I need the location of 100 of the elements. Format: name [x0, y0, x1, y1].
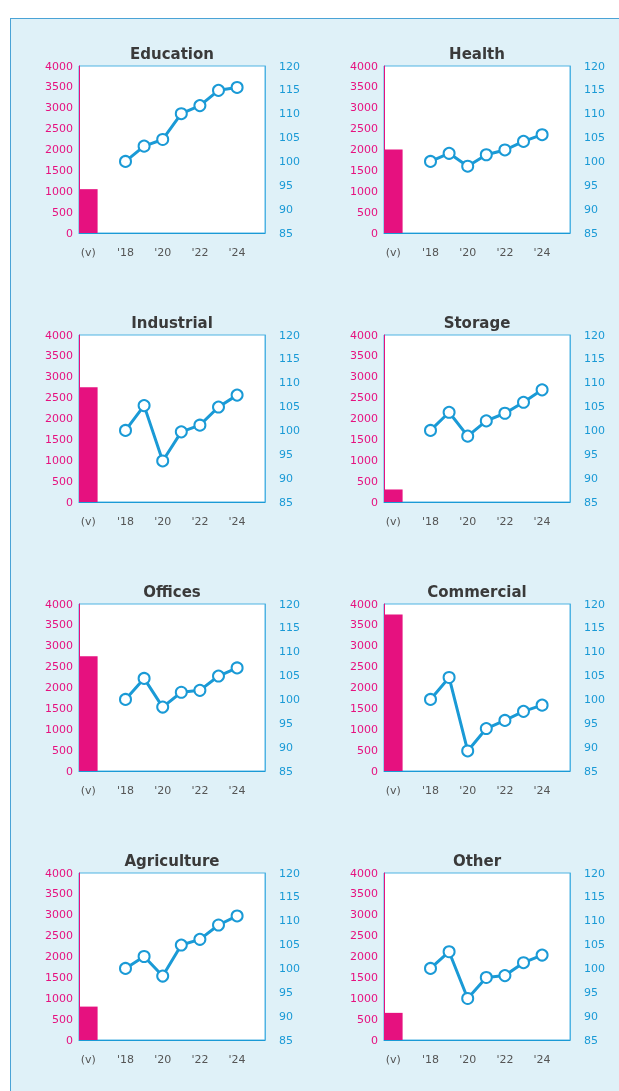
y2-tick-label: 85 — [279, 1033, 293, 1047]
y-tick-label: 1000 — [45, 453, 73, 467]
y-tick-label: 500 — [357, 205, 378, 219]
y2-tick-label: 95 — [584, 178, 598, 192]
x-tick-label: '22 — [191, 515, 209, 528]
point — [119, 154, 132, 168]
chart-title: Agriculture — [124, 851, 220, 870]
point — [156, 132, 170, 146]
x-tick-label: (v) — [80, 515, 96, 528]
y2-tick-label: 95 — [279, 985, 293, 999]
y-tick-label: 1500 — [45, 432, 73, 446]
y-tick-label: 500 — [357, 743, 378, 757]
y-tick-label: 3500 — [350, 80, 378, 94]
y2-tick-label: 90 — [279, 471, 293, 485]
x-tick-label: (v) — [385, 515, 401, 528]
y2-tick-label: 100 — [279, 154, 300, 168]
point — [424, 423, 437, 437]
point — [535, 128, 549, 142]
point — [156, 700, 170, 714]
y-tick-label: 500 — [52, 474, 73, 488]
y-tick-label: 4000 — [45, 866, 73, 880]
y2-tick-label: 100 — [584, 423, 605, 437]
y2-tick-label: 85 — [584, 226, 598, 240]
y2-tick-label: 85 — [584, 1033, 598, 1047]
y-tick-label: 4000 — [350, 59, 378, 73]
y-tick-label: 2000 — [350, 412, 378, 425]
y2-tick-label: 110 — [279, 914, 300, 928]
y-tick-label: 1000 — [45, 184, 73, 198]
y2-tick-label: 115 — [279, 83, 300, 97]
point — [230, 80, 244, 94]
y-tick-label: 500 — [52, 205, 73, 219]
point — [424, 692, 437, 706]
point — [535, 948, 549, 962]
x-tick-label: '24 — [228, 515, 246, 528]
y2-tick-label: 120 — [279, 597, 300, 611]
y2-tick-label: 90 — [584, 1009, 598, 1023]
x-tick-label: '24 — [228, 246, 246, 259]
y2-tick-label: 120 — [584, 597, 605, 611]
y-tick-label: 1000 — [45, 991, 73, 1005]
y2-tick-label: 120 — [279, 866, 300, 880]
y2-tick-label: 105 — [279, 669, 300, 683]
x-tick-label: '18 — [116, 784, 135, 797]
y-tick-label: 4000 — [350, 328, 378, 342]
y2-tick-label: 95 — [279, 716, 293, 730]
point — [498, 969, 512, 983]
chart-title: Other — [452, 851, 502, 870]
x-tick-label: '18 — [421, 1053, 440, 1066]
point — [535, 383, 549, 397]
x-tick-label: '24 — [533, 515, 551, 528]
point — [479, 414, 493, 428]
y2-tick-label: 85 — [279, 764, 293, 778]
x-tick-label: '22 — [191, 1053, 209, 1066]
y2-tick-label: 110 — [584, 645, 605, 659]
y-tick-label: 3500 — [45, 618, 73, 632]
y2-tick-label: 85 — [584, 495, 598, 509]
chart-title: Education — [130, 44, 214, 63]
y2-tick-label: 105 — [584, 131, 605, 145]
y-tick-label: 2500 — [45, 391, 73, 405]
y2-tick-label: 115 — [584, 621, 605, 635]
y2-tick-label: 120 — [279, 59, 300, 73]
point — [461, 159, 475, 173]
y2-tick-label: 90 — [584, 202, 598, 216]
point — [137, 950, 151, 963]
y-tick-label: 4000 — [350, 597, 378, 611]
y2-tick-label: 95 — [584, 716, 598, 730]
point — [442, 405, 456, 419]
y-tick-label: 1000 — [350, 184, 378, 198]
y-tick-label: 3000 — [350, 370, 378, 384]
y2-tick-label: 120 — [584, 328, 605, 342]
point — [498, 406, 512, 420]
y-tick-label: 2000 — [350, 143, 378, 156]
y2-tick-label: 105 — [584, 669, 605, 683]
point — [424, 154, 437, 168]
point — [174, 685, 188, 699]
y-tick-label: 3000 — [350, 101, 378, 115]
y2-tick-label: 110 — [279, 645, 300, 659]
x-tick-label: '24 — [228, 784, 246, 797]
y2-tick-label: 110 — [584, 914, 605, 928]
point — [479, 722, 493, 736]
x-tick-label: '20 — [459, 784, 477, 797]
y2-tick-label: 115 — [584, 352, 605, 366]
y2-tick-label: 115 — [584, 890, 605, 904]
point — [461, 991, 475, 1005]
x-tick-label: '18 — [421, 784, 440, 797]
x-tick-label: '20 — [459, 1053, 477, 1066]
x-tick-label: '20 — [459, 246, 477, 259]
y2-tick-label: 85 — [279, 226, 293, 240]
y-tick-label: 1500 — [45, 701, 73, 715]
point — [212, 83, 225, 97]
point — [212, 400, 225, 414]
y2-tick-label: 90 — [584, 740, 598, 754]
y-tick-label: 0 — [66, 764, 73, 778]
y2-tick-label: 105 — [584, 400, 605, 414]
y-tick-label: 3000 — [45, 639, 73, 653]
point — [137, 139, 151, 153]
y-tick-label: 0 — [66, 226, 73, 240]
y-tick-label: 3000 — [350, 908, 378, 922]
point — [461, 429, 475, 443]
point — [479, 148, 493, 162]
point — [498, 713, 512, 727]
